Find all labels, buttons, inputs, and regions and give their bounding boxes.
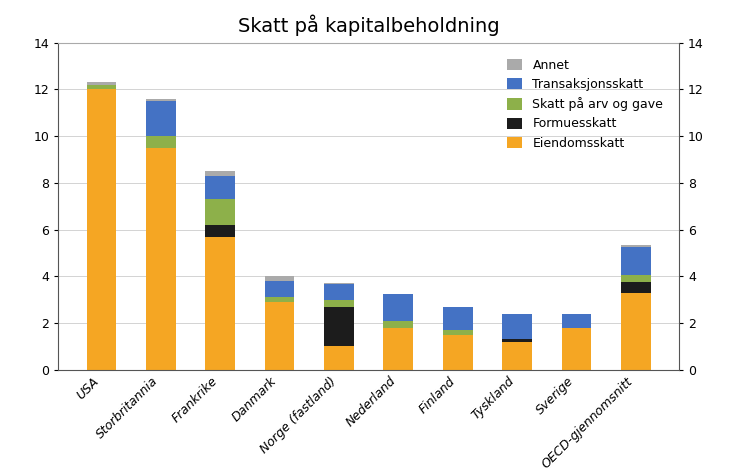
Bar [621,245,650,247]
Bar [265,297,294,302]
Bar [443,307,472,330]
Bar [265,302,294,370]
Bar [205,199,235,225]
Title: Skatt på kapitalbeholdning: Skatt på kapitalbeholdning [238,14,499,36]
Bar [146,101,176,136]
Bar [324,307,354,346]
Bar [87,82,116,85]
Bar [265,276,294,281]
Bar [502,314,532,339]
Bar [324,283,354,284]
Bar [205,237,235,370]
Bar [502,342,532,370]
Bar [205,225,235,237]
Bar [561,328,591,370]
Bar [502,339,532,342]
Bar [146,136,176,148]
Bar [146,99,176,101]
Bar [561,314,591,328]
Bar [205,176,235,199]
Bar [324,300,354,307]
Bar [383,320,413,328]
Bar [621,282,650,292]
Bar [383,328,413,370]
Bar [621,275,650,282]
Bar [621,247,650,275]
Bar [621,292,650,370]
Legend: Annet, Transaksjonsskatt, Skatt på arv og gave, Formuesskatt, Eiendomsskatt: Annet, Transaksjonsskatt, Skatt på arv o… [507,59,664,150]
Bar [383,294,413,321]
Bar [265,281,294,297]
Bar [87,85,116,90]
Bar [87,90,116,370]
Bar [324,346,354,370]
Bar [443,330,472,335]
Bar [146,148,176,370]
Bar [205,171,235,176]
Bar [443,335,472,370]
Bar [324,284,354,300]
